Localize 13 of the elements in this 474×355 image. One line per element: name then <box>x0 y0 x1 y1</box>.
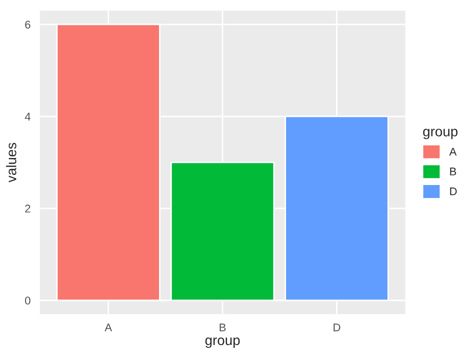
y-tick-label: 0 <box>25 296 30 305</box>
y-tick-label: 4 <box>24 112 30 120</box>
y-axis-title: values <box>6 142 16 182</box>
y-tick-label: 2 <box>25 204 30 212</box>
legend-label: B <box>450 168 456 176</box>
legend-label: D <box>450 187 457 196</box>
x-tick-label: A <box>104 324 112 332</box>
legend-title: group <box>423 128 458 140</box>
legend-label: A <box>449 148 457 156</box>
x-tick-label: D <box>334 324 340 332</box>
y-tick-label: 6 <box>25 20 30 29</box>
x-tick-label: B <box>220 324 226 332</box>
x-axis-title: group <box>205 338 240 348</box>
